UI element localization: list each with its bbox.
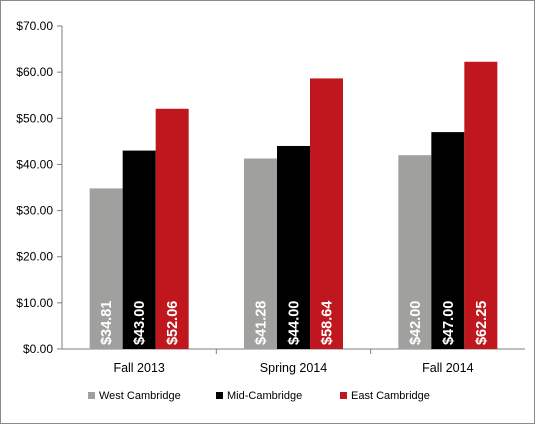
y-tick-label: $50.00 [16, 111, 53, 125]
legend-label: East Cambridge [351, 390, 430, 402]
data-label: $52.06 [165, 301, 181, 345]
y-tick-label: $10.00 [16, 296, 53, 310]
data-label: $44.00 [287, 301, 303, 345]
data-label: $43.00 [132, 301, 148, 345]
bar-west-cambridge-spring-2014 [244, 158, 277, 349]
bar-west-cambridge-fall-2013 [89, 188, 123, 349]
bar-east-cambridge-fall-2014 [464, 61, 498, 350]
x-category-label: Fall 2014 [422, 361, 473, 375]
legend-swatch [340, 392, 347, 399]
x-category-label: Spring 2014 [260, 361, 327, 375]
data-label: $47.00 [441, 301, 457, 345]
legend-label: Mid-Cambridge [227, 390, 302, 402]
y-tick-label: $60.00 [16, 65, 53, 79]
y-tick-label: $30.00 [16, 204, 53, 218]
bar-mid-cambridge-fall-2013 [122, 150, 156, 349]
legend-swatch [88, 392, 95, 399]
bar-west-cambridge-fall-2014 [398, 155, 432, 349]
legend-swatch [216, 392, 223, 399]
y-tick-label: $70.00 [16, 19, 53, 33]
bar-mid-cambridge-spring-2014 [277, 145, 310, 349]
legend: West Cambridge Mid-Cambridge East Cambridg… [88, 390, 430, 402]
x-category-label: Fall 2013 [113, 361, 164, 375]
bars [89, 61, 498, 350]
y-tick-label: $20.00 [16, 250, 53, 264]
data-label: $42.00 [408, 301, 424, 345]
labels: $34.81 $43.00 $52.06 Fall 2013 $41.28 $44.00 $… [99, 301, 490, 375]
data-label: $34.81 [99, 301, 115, 345]
data-label: $62.25 [474, 301, 490, 345]
bar-east-cambridge-spring-2014 [310, 78, 343, 350]
y-tick-label: $40.00 [16, 157, 53, 171]
data-label: $41.28 [254, 301, 270, 345]
bar-mid-cambridge-fall-2014 [431, 132, 465, 349]
data-label: $58.64 [320, 301, 336, 345]
bar-east-cambridge-fall-2013 [155, 108, 189, 349]
legend-label: West Cambridge [99, 390, 181, 402]
y-tick-label: $0.00 [23, 342, 53, 356]
axes: $0.00 $10.00 $20.00 $30.00 $40.00 $50.00 $60.0… [16, 19, 525, 356]
